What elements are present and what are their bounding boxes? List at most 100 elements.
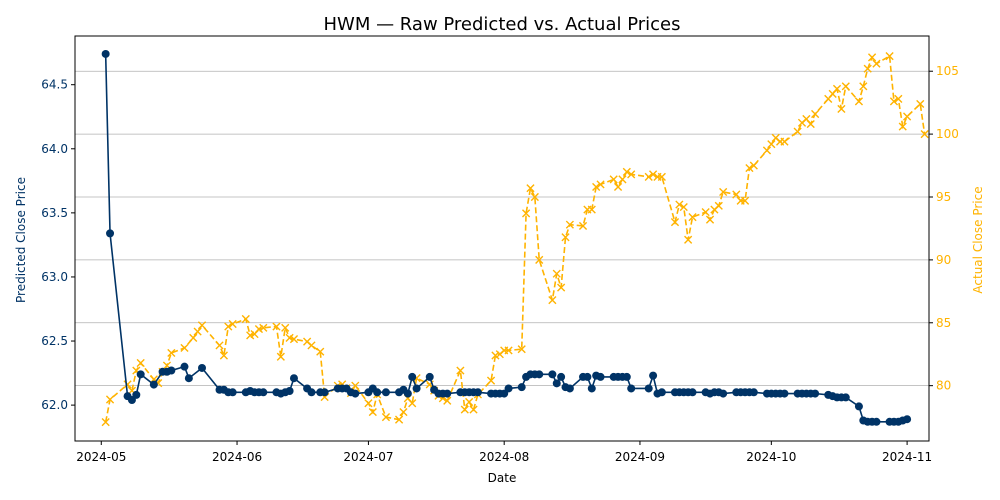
predicted-point <box>132 390 141 399</box>
actual-point <box>811 109 820 119</box>
predicted-point <box>425 372 434 381</box>
predicted-point <box>649 371 658 380</box>
actual-point <box>486 376 496 385</box>
series-actual <box>101 52 929 427</box>
actual-point <box>648 170 658 179</box>
actual-point <box>618 175 627 184</box>
predicted-point <box>596 372 605 381</box>
actual-point <box>719 187 728 197</box>
predicted-point <box>627 384 636 393</box>
y-left-tick-label: 62.0 <box>41 398 68 412</box>
actual-point <box>622 167 631 176</box>
x-tick-label: 2024-11 <box>882 450 932 464</box>
gridlines <box>75 70 929 387</box>
x-tick-label: 2024-10 <box>746 450 796 464</box>
actual-point <box>281 323 290 332</box>
actual-point <box>644 172 653 181</box>
actual-point <box>443 396 452 405</box>
actual-point <box>535 255 544 264</box>
predicted-point <box>872 417 881 426</box>
actual-point <box>399 407 408 417</box>
predicted-point <box>412 384 421 393</box>
predicted-point <box>149 380 158 389</box>
predicted-line <box>104 53 908 423</box>
actual-point <box>832 84 842 93</box>
y-axis-left-label: Predicted Close Price <box>14 177 28 303</box>
actual-point <box>592 182 601 192</box>
predicted-point <box>320 388 329 397</box>
actual-point <box>224 322 233 331</box>
y-left-tick-label: 62.5 <box>41 334 68 348</box>
y-left-tick-label: 64.0 <box>41 142 68 156</box>
predicted-point <box>443 389 452 398</box>
actual-point <box>675 200 684 209</box>
predicted-point <box>688 388 697 397</box>
actual-point <box>241 314 250 324</box>
actual-point <box>920 130 929 139</box>
y-right-tick-label: 85 <box>936 316 951 330</box>
y-axis-right-label: Actual Close Price <box>971 186 985 293</box>
actual-point <box>123 380 132 389</box>
predicted-point <box>719 389 728 398</box>
actual-point <box>863 64 872 73</box>
y-axis-right: 80 85 90 95 100 105 <box>929 64 959 393</box>
actual-point <box>578 221 588 231</box>
predicted-point <box>136 370 145 379</box>
predicted-point <box>198 363 207 372</box>
actual-point <box>903 112 912 121</box>
actual-point <box>561 233 570 242</box>
y-right-tick-label: 95 <box>936 190 951 204</box>
predicted-point <box>289 374 298 383</box>
actual-point <box>530 192 539 202</box>
y-left-tick-label: 63.5 <box>41 206 68 220</box>
actual-point <box>670 218 680 227</box>
predicted-point <box>504 384 513 393</box>
actual-point <box>517 345 526 354</box>
actual-point <box>806 119 815 129</box>
y-right-tick-label: 90 <box>936 253 951 267</box>
actual-point <box>460 405 469 414</box>
actual-point <box>657 172 666 181</box>
actual-point <box>898 122 907 131</box>
actual-point <box>548 296 557 305</box>
actual-point <box>745 163 754 173</box>
actual-point <box>854 97 864 106</box>
actual-point <box>627 170 636 179</box>
predicted-point <box>749 388 758 397</box>
actual-point <box>762 146 772 155</box>
actual-point <box>526 184 535 193</box>
actual-point <box>469 405 478 414</box>
actual-point <box>276 352 285 361</box>
predicted-point <box>408 372 417 381</box>
actual-point <box>916 99 925 109</box>
actual-point <box>228 319 237 329</box>
predicted-point <box>381 388 390 397</box>
actual-point <box>219 351 228 360</box>
predicted-point <box>259 388 268 397</box>
actual-point <box>307 341 316 350</box>
actual-point <box>837 104 846 114</box>
predicted-point <box>285 387 294 396</box>
series-predicted <box>101 49 912 426</box>
actual-point <box>740 196 750 205</box>
actual-point <box>408 399 417 408</box>
predicted-point <box>101 49 110 58</box>
actual-point <box>456 366 465 375</box>
predicted-point <box>557 372 566 381</box>
actual-point <box>749 161 758 170</box>
actual-point <box>889 97 899 106</box>
y-left-tick-label: 64.5 <box>41 78 68 92</box>
actual-point <box>557 283 566 292</box>
actual-point <box>609 175 618 184</box>
x-tick-label: 2024-07 <box>343 450 393 464</box>
actual-point <box>596 180 605 189</box>
actual-point <box>613 182 623 192</box>
actual-point <box>259 323 268 332</box>
actual-point <box>394 415 404 424</box>
actual-point <box>867 53 877 62</box>
y-right-tick-label: 80 <box>936 379 951 393</box>
actual-point <box>381 413 391 422</box>
predicted-point <box>565 384 574 393</box>
actual-point <box>732 190 741 199</box>
